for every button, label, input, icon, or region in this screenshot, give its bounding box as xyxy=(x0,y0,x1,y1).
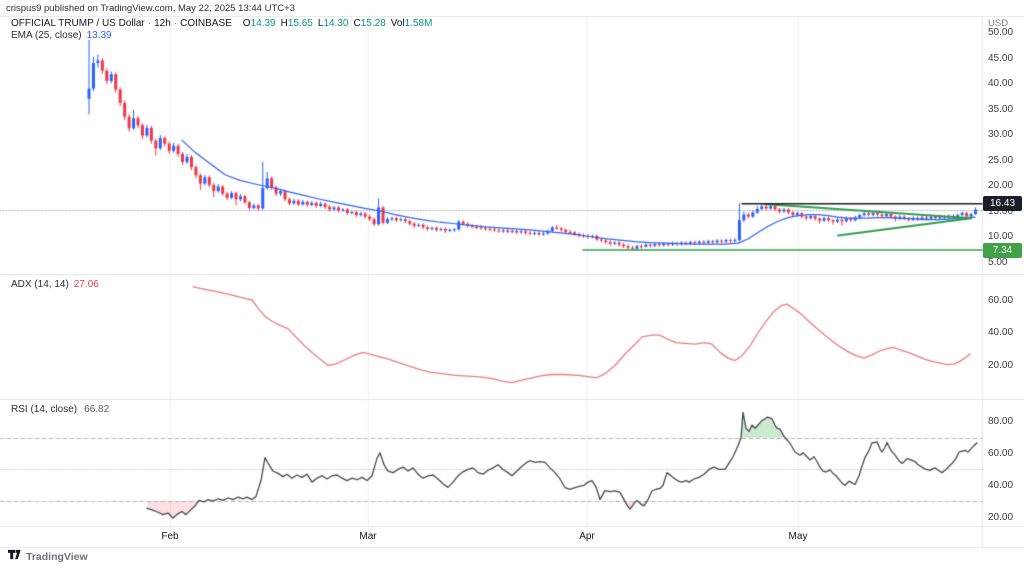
price-tick-label: 5.00 xyxy=(988,256,1008,268)
ohlc-value: 15.65 xyxy=(287,18,313,29)
rsi-tick-label: 20.00 xyxy=(988,511,1014,523)
separator-dot: · xyxy=(173,18,178,29)
rsi-value: 66.82 xyxy=(84,404,110,415)
price-tick-label: 30.00 xyxy=(988,129,1014,140)
ohlc-values: O14.39 H15.65 L14.30 C15.28 Vol1.58M xyxy=(238,18,433,29)
ohlc-value: 1.58M xyxy=(404,18,433,29)
price-tick-label: 20.00 xyxy=(988,180,1014,191)
ohlc-key: L xyxy=(317,18,324,29)
ohlc-key: C xyxy=(353,18,361,29)
ohlc-key: H xyxy=(280,18,288,29)
adx-legend[interactable]: ADX (14, 14) 27.06 xyxy=(11,279,99,290)
ohlc-value: 14.30 xyxy=(323,18,349,29)
price-tick-label: 15.00 xyxy=(988,205,1014,217)
symbol-interval: 12h xyxy=(154,18,171,29)
time-axis-label: May xyxy=(788,531,808,542)
ohlc-value: 15.28 xyxy=(360,18,386,29)
ema-label: EMA (25, close) xyxy=(11,30,82,41)
symbol-legend[interactable]: OFFICIAL TRUMP / US Dollar · 12h · COINBASE O… xyxy=(11,18,432,29)
adx-tick-label: 60.00 xyxy=(988,294,1014,306)
price-tick-label: 50.00 xyxy=(988,27,1014,38)
support-price-badge: 7.34 xyxy=(983,243,1022,258)
time-axis-label: Apr xyxy=(579,531,595,542)
separator-dot: · xyxy=(147,18,152,29)
attribution-text: crispus9 published on TradingView.com, M… xyxy=(6,3,295,14)
price-tick-label: 10.00 xyxy=(988,231,1014,242)
adx-label: ADX (14, 14) xyxy=(11,279,69,290)
ohlc-value: 14.39 xyxy=(250,18,276,29)
time-axis-label: Feb xyxy=(161,531,179,542)
tradingview-brand-text: TradingView xyxy=(26,551,88,563)
rsi-tick-label: 60.00 xyxy=(988,448,1014,460)
price-tick-label: 35.00 xyxy=(988,103,1014,115)
rsi-tick-label: 40.00 xyxy=(988,479,1014,491)
time-axis-label: Mar xyxy=(359,531,377,542)
rsi-legend[interactable]: RSI (14, close) 66.82 xyxy=(11,404,109,415)
price-tick-label: 45.00 xyxy=(988,52,1014,64)
ema-legend[interactable]: EMA (25, close) 13.39 xyxy=(11,30,112,41)
tradingview-logo-icon xyxy=(8,548,21,566)
ema-value: 13.39 xyxy=(86,30,112,41)
adx-tick-label: 40.00 xyxy=(988,327,1014,339)
price-tick-label: 40.00 xyxy=(988,78,1014,89)
symbol-exchange: COINBASE xyxy=(180,18,232,29)
price-axis-currency: USD xyxy=(988,18,1009,29)
tradingview-attribution-link[interactable]: TradingView xyxy=(8,548,88,566)
adx-value: 27.06 xyxy=(73,279,99,290)
symbol-title: OFFICIAL TRUMP / US Dollar xyxy=(11,18,145,29)
rsi-label: RSI (14, close) xyxy=(11,404,78,415)
ohlc-key: Vol xyxy=(390,18,405,29)
price-tick-label: 25.00 xyxy=(988,154,1014,166)
resistance-price-badge: 16.43 xyxy=(983,196,1022,211)
rsi-tick-label: 80.00 xyxy=(988,416,1014,428)
adx-tick-label: 20.00 xyxy=(988,360,1014,371)
ohlc-key: O xyxy=(242,18,251,29)
